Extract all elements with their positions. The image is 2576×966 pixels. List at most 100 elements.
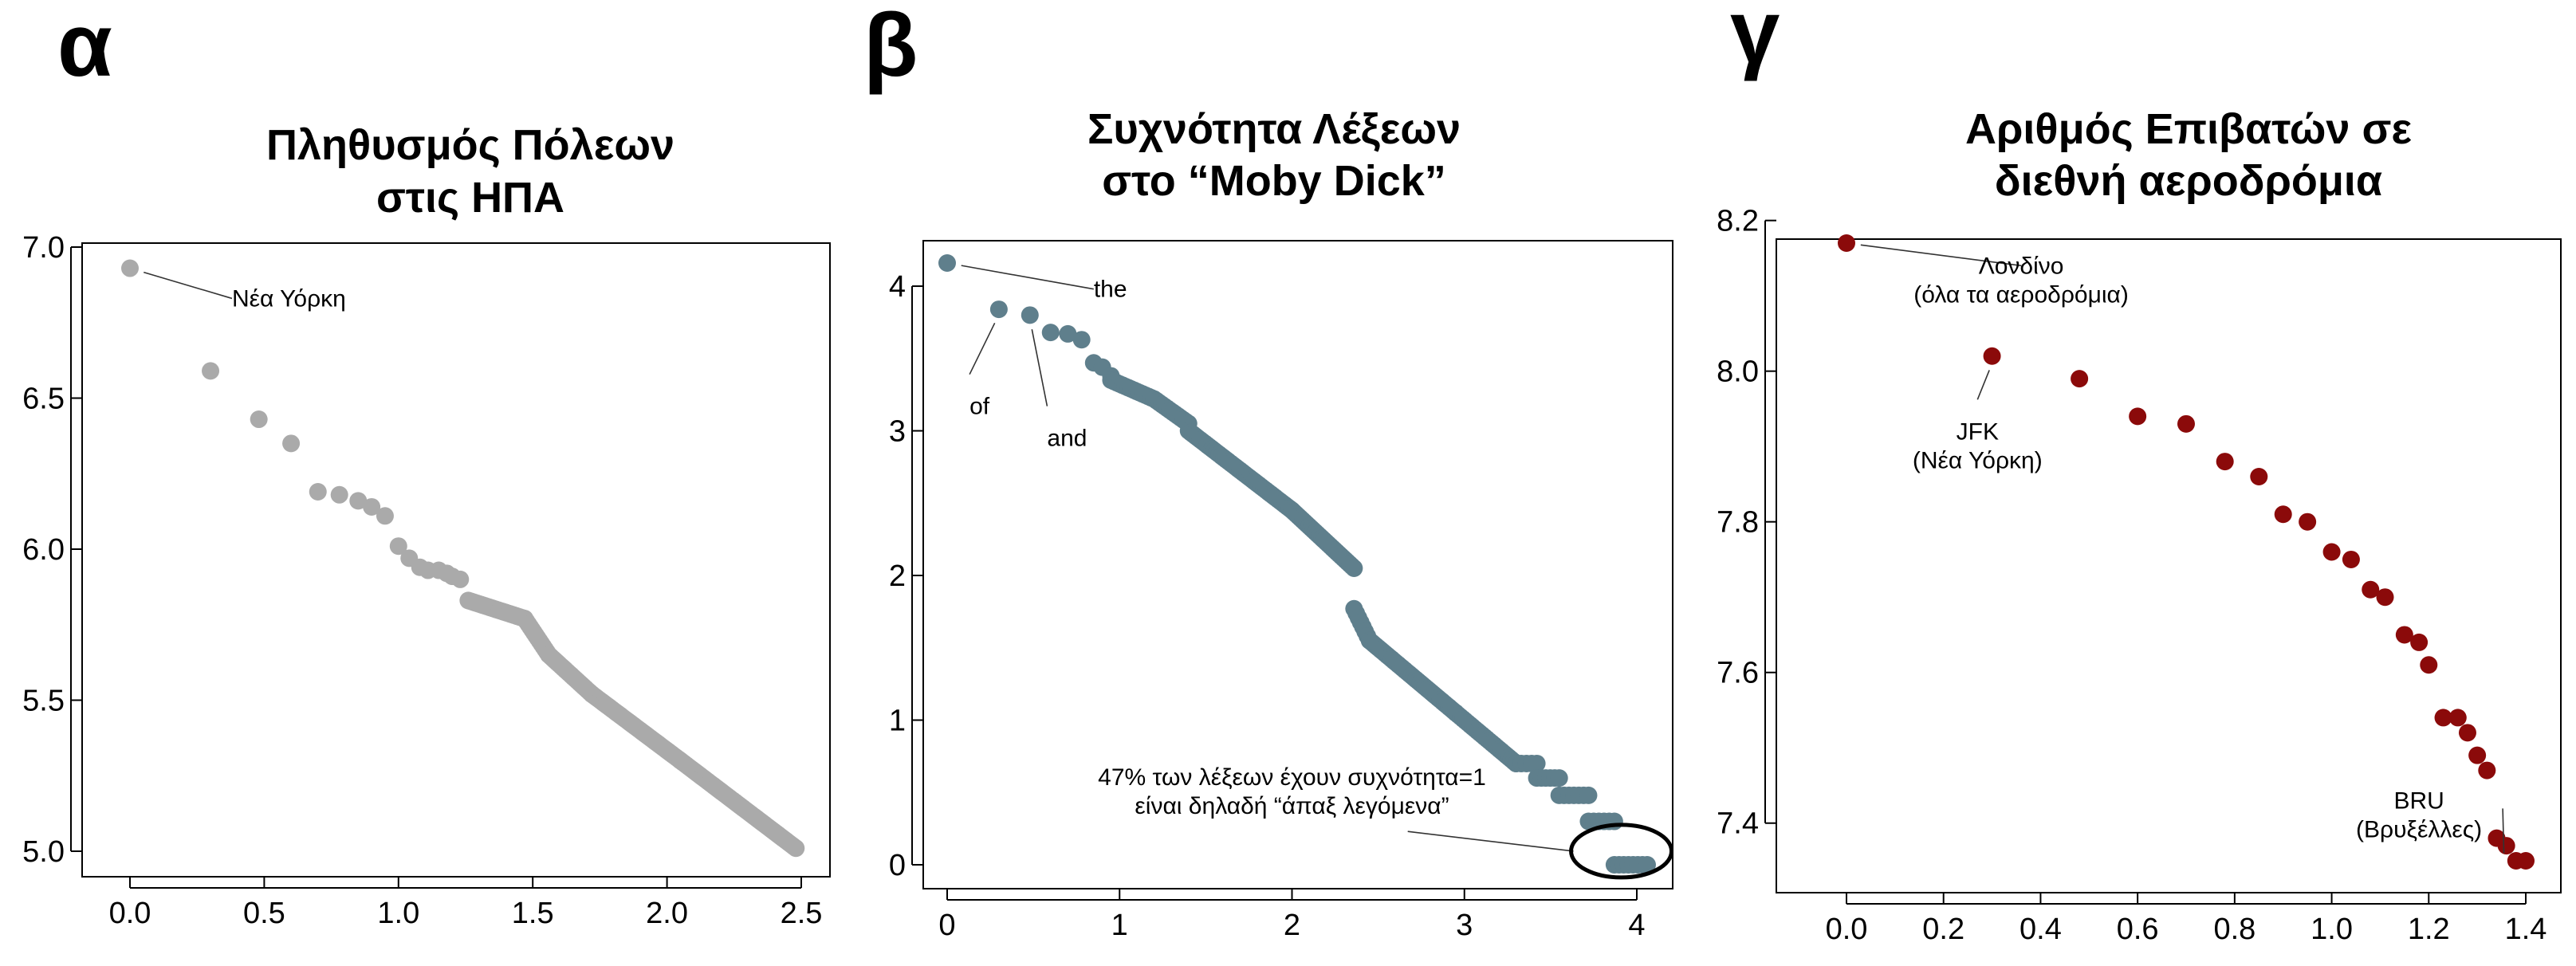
data-point — [363, 497, 381, 516]
y-tick-label: 8.0 — [1717, 355, 1759, 389]
panel-letter: β — [863, 0, 918, 95]
data-point — [1638, 856, 1656, 874]
y-tick-label: 2 — [889, 560, 906, 593]
x-tick-label: 1 — [1111, 909, 1128, 942]
x-tick-label: 1.0 — [377, 897, 419, 930]
callout-label: 47% των λέξεων έχουν συχνότητα=1 — [1098, 764, 1486, 791]
y-tick-label: 5.0 — [22, 835, 65, 869]
data-point — [2274, 505, 2292, 524]
data-point — [376, 507, 394, 525]
chart-title-line: διεθνή αεροδρόμια — [1995, 157, 2382, 205]
plot-frame — [922, 240, 1673, 889]
chart-title-line: στο “Moby Dick” — [1102, 157, 1446, 205]
data-point — [1528, 754, 1546, 772]
y-tick-label: 4 — [889, 270, 906, 304]
data-point — [1072, 331, 1091, 349]
y-tick-label: 1 — [889, 705, 906, 738]
data-point — [2250, 467, 2268, 485]
data-point — [309, 482, 327, 501]
annotation-leader-line — [144, 271, 233, 300]
callout-leader-line — [1407, 831, 1574, 852]
annotation-label: Νέα Υόρκη — [232, 285, 346, 312]
annotation-leader-line — [1860, 244, 2022, 267]
data-point — [2129, 407, 2147, 426]
data-point — [2322, 543, 2341, 561]
data-point — [938, 254, 956, 272]
y-tick-label: 7.8 — [1717, 506, 1759, 540]
data-point — [121, 259, 139, 277]
data-point — [1838, 234, 1855, 252]
data-point — [1983, 347, 2001, 365]
annotation-label: (όλα τα αεροδρόμια) — [1913, 281, 2129, 308]
data-point — [2497, 837, 2515, 855]
data-point — [1021, 306, 1039, 324]
x-tick-label: 3 — [1456, 909, 1473, 942]
data-point — [349, 492, 368, 510]
x-tick-label: 0.6 — [2117, 913, 2159, 946]
data-point — [2395, 626, 2413, 644]
chart-title-line: Αριθμός Επιβατών σε — [1965, 105, 2412, 153]
data-point — [2478, 761, 2496, 779]
y-tick-label: 7.4 — [1717, 807, 1759, 841]
data-point — [2410, 633, 2429, 651]
panel-letter: α — [57, 0, 112, 95]
data-point — [2342, 550, 2360, 568]
x-tick-label: 0.0 — [109, 897, 151, 930]
x-tick-label: 0.8 — [2213, 913, 2255, 946]
annotation-label: BRU — [2393, 787, 2444, 814]
x-tick-label: 1.2 — [2408, 913, 2450, 946]
data-point — [787, 839, 805, 858]
y-tick-label: 0 — [889, 849, 906, 882]
x-tick-label: 0.5 — [243, 897, 285, 930]
x-tick-label: 2.5 — [781, 897, 823, 930]
data-point — [250, 410, 268, 429]
data-point — [1345, 559, 1363, 577]
data-point — [2216, 453, 2234, 471]
data-point — [2362, 580, 2380, 599]
y-tick-label: 6.0 — [22, 533, 65, 567]
data-point — [2071, 370, 2089, 388]
plot-frame — [1776, 238, 2562, 893]
annotation-label: of — [969, 394, 990, 420]
annotation-leader-line — [961, 265, 1094, 290]
callout-label: είναι δηλαδή “άπαξ λεγόμενα” — [1135, 793, 1449, 819]
x-tick-label: 1.5 — [512, 897, 554, 930]
data-point — [2468, 746, 2487, 764]
annotation-label: (Νέα Υόρκη) — [1913, 447, 2043, 473]
data-point — [330, 485, 348, 504]
data-point — [2299, 512, 2317, 531]
data-point — [389, 537, 407, 556]
x-tick-label: 4 — [1628, 909, 1645, 942]
annotation-label: JFK — [1957, 418, 1999, 445]
y-tick-label: 5.5 — [22, 685, 65, 718]
y-tick-label: 7.0 — [22, 231, 65, 265]
y-tick-label: 6.5 — [22, 383, 65, 416]
data-point — [2376, 588, 2394, 607]
x-tick-label: 2.0 — [646, 897, 688, 930]
chart-title-line: Πληθυσμός Πόλεων — [266, 121, 674, 169]
annotation-label: Λονδίνο — [1979, 253, 2064, 279]
annotation-label: (Βρυξέλλες) — [2356, 816, 2482, 842]
data-point — [2448, 709, 2467, 727]
y-tick-label: 7.6 — [1717, 657, 1759, 690]
data-point — [202, 362, 220, 380]
x-tick-label: 0.2 — [1922, 913, 1964, 946]
y-tick-label: 8.2 — [1717, 205, 1759, 238]
plot-frame — [81, 242, 831, 878]
annotation-label: the — [1094, 277, 1127, 303]
data-point — [1059, 324, 1077, 343]
annotation-leader-line — [1031, 329, 1048, 406]
annotation-leader-line — [1976, 370, 1990, 400]
panel-letter: γ — [1730, 0, 1780, 81]
chart-panel-1: α Πληθυσμός Πόλεων στις ΗΠΑ 0.0 0.5 1.0 1.5 2.0… — [22, 0, 831, 930]
data-point — [1041, 324, 1060, 342]
data-point — [2177, 414, 2195, 433]
data-point — [2458, 724, 2476, 742]
x-tick-label: 0.0 — [1826, 913, 1868, 946]
callout-ellipse — [1569, 823, 1674, 880]
x-tick-label: 1.0 — [2311, 913, 2353, 946]
data-point — [2434, 709, 2452, 727]
data-point — [2420, 656, 2438, 674]
